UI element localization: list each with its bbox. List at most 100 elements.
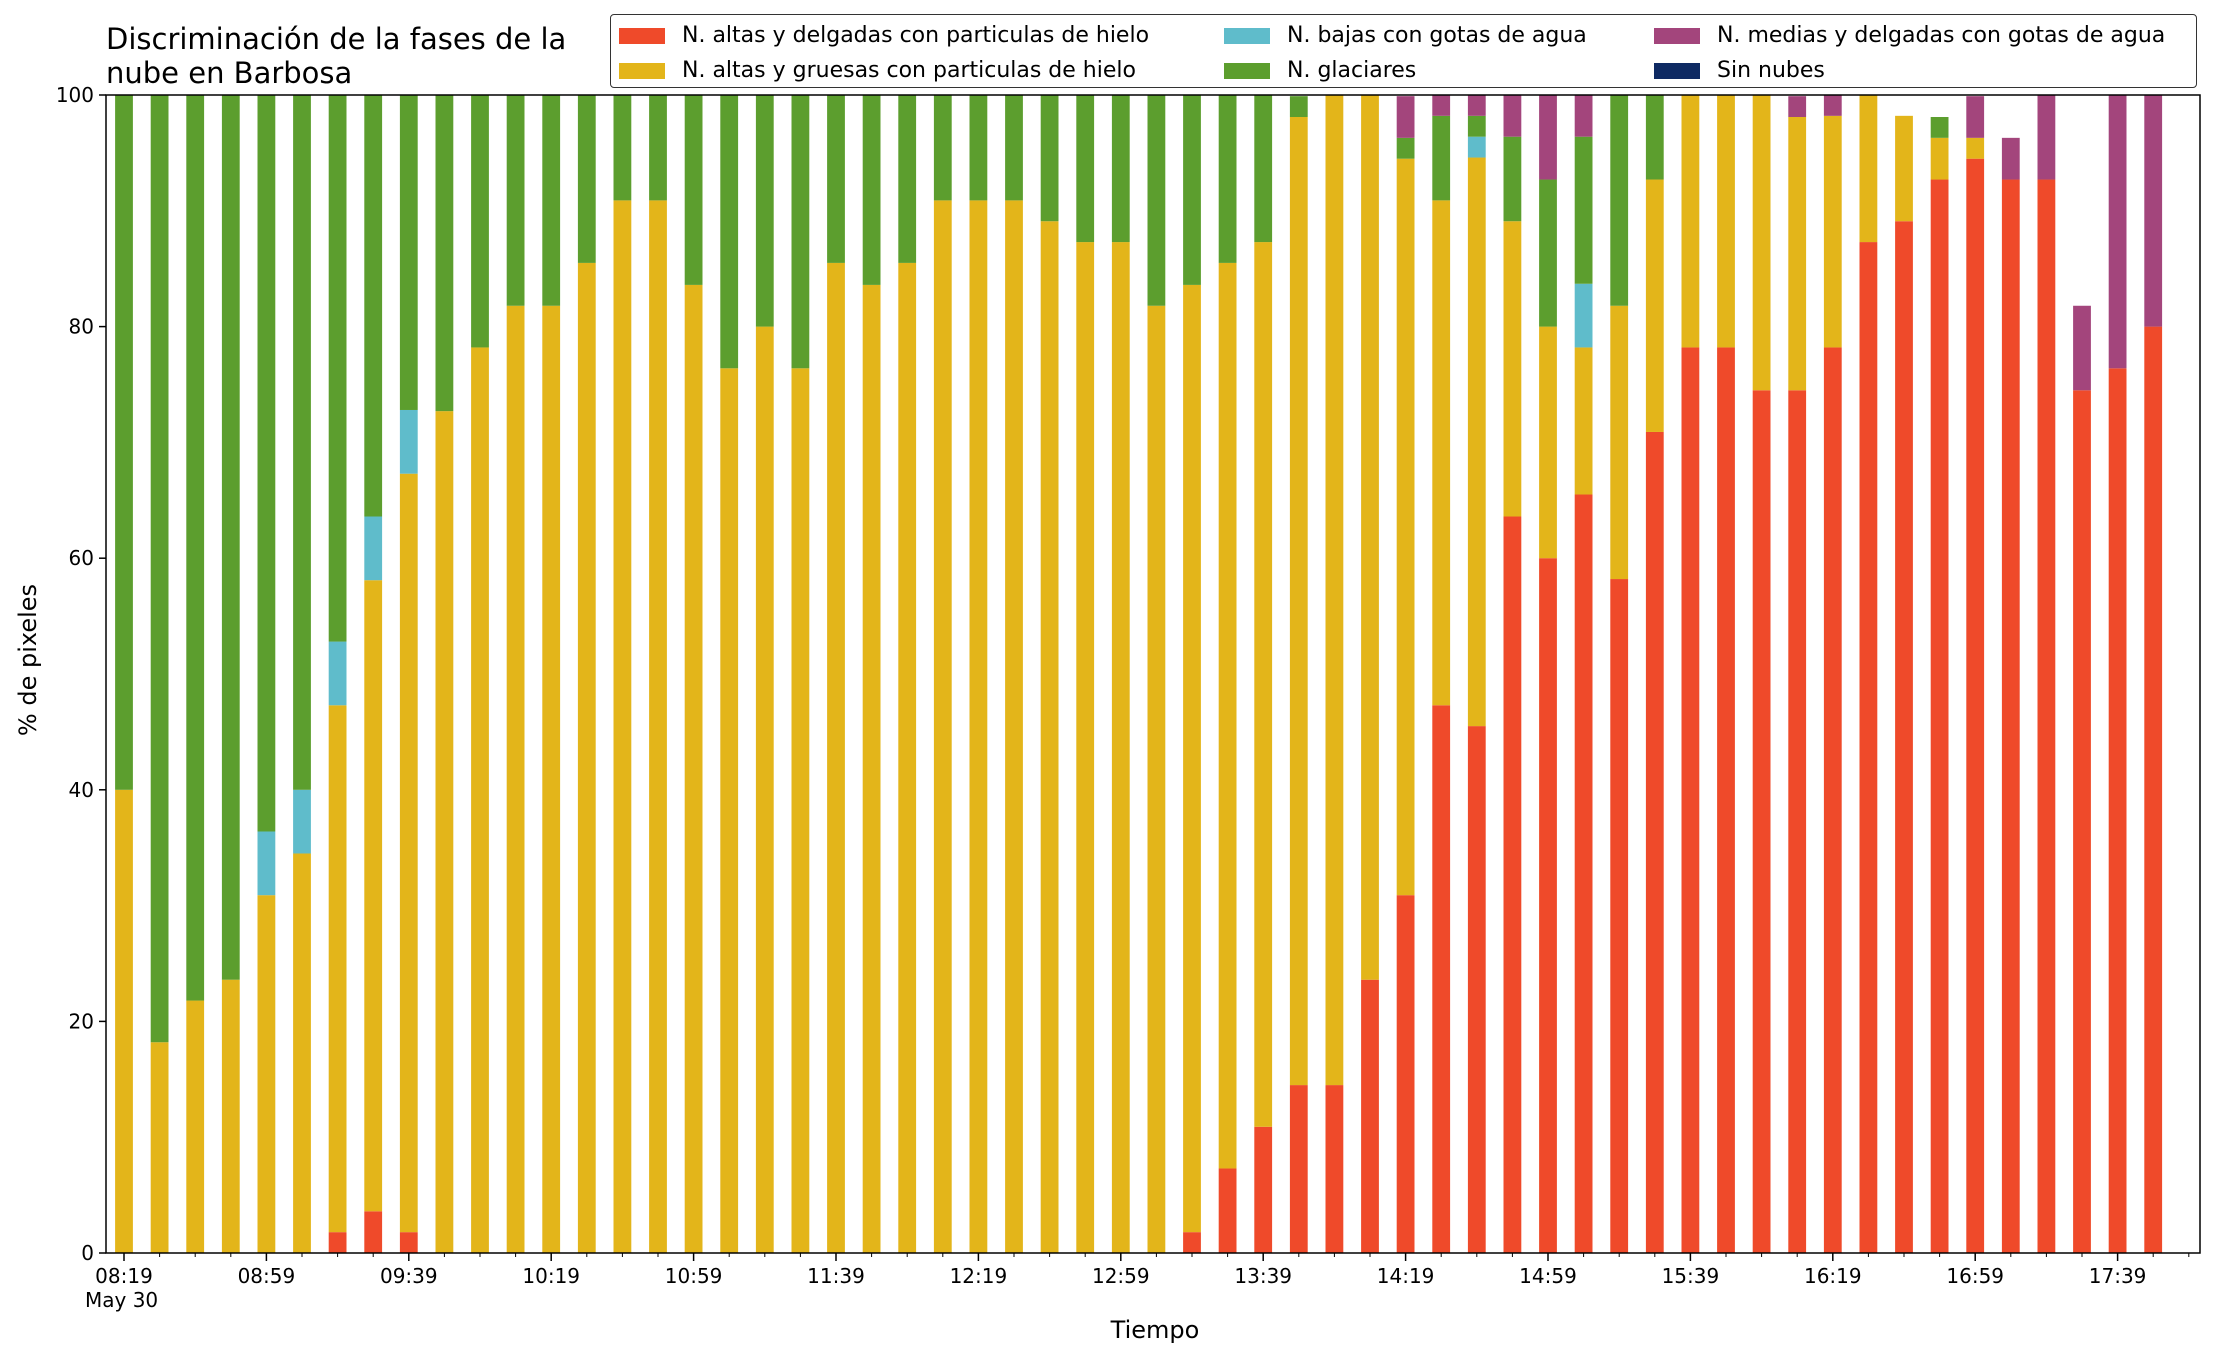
legend-item-glaciares: N. glaciares xyxy=(1224,53,1654,88)
bar-segment-12:09-s3 xyxy=(933,95,952,201)
bar-segment-15:09-s0 xyxy=(1574,494,1593,1253)
bar-segment-10:59-s1 xyxy=(684,284,703,1253)
bar-segment-14:19-s0 xyxy=(1396,895,1415,1253)
bar-segment-14:29-s1 xyxy=(1432,200,1451,706)
bar-segment-13:49-s0 xyxy=(1289,1085,1308,1253)
bar-segment-16:59-s4 xyxy=(1966,96,1985,138)
bar-segment-16:09-s1 xyxy=(1788,117,1807,391)
bar-segment-11:09-s1 xyxy=(720,368,739,1253)
x-tick-label: 10:59 xyxy=(665,1264,723,1288)
x-tick-label: 16:59 xyxy=(1946,1264,2004,1288)
bar-segment-13:19-s1 xyxy=(1183,284,1201,1233)
bar-segment-11:39-s1 xyxy=(827,262,845,1253)
bar-segment-15:59-s1 xyxy=(1752,95,1771,391)
bar-segment-10:39-s3 xyxy=(613,95,632,201)
bar-segment-13:29-s1 xyxy=(1218,262,1237,1169)
bar-segment-14:39-s2 xyxy=(1467,136,1486,158)
x-axis-date-label: May 30 xyxy=(85,1288,159,1312)
legend-item-bajas-gotas: N. bajas con gotas de agua xyxy=(1224,18,1654,53)
bar-segment-15:49-s1 xyxy=(1717,95,1735,348)
bar-segment-14:29-s0 xyxy=(1432,705,1451,1253)
bar-segment-09:29-s2 xyxy=(364,516,383,581)
bar-segment-15:09-s4 xyxy=(1574,95,1593,137)
bar-segment-17:09-s0 xyxy=(2001,179,2020,1253)
bar-segment-17:19-s0 xyxy=(2037,179,2056,1253)
bar-segment-09:09-s2 xyxy=(293,789,311,854)
bar-segment-16:39-s1 xyxy=(1895,115,1913,222)
bar-segment-15:29-s1 xyxy=(1645,179,1664,432)
bar-segment-17:39-s0 xyxy=(2108,368,2127,1253)
bar-segment-08:49-s1 xyxy=(221,979,240,1253)
bar-segment-09:39-s3 xyxy=(399,95,418,410)
y-tick-label: 20 xyxy=(69,1009,94,1033)
bar-segment-12:29-s3 xyxy=(1005,95,1023,201)
bar-segment-09:29-s1 xyxy=(364,580,383,1212)
bar-segment-13:09-s1 xyxy=(1147,305,1166,1253)
x-tick-label: 12:59 xyxy=(1092,1264,1150,1288)
bar-segment-12:39-s3 xyxy=(1040,95,1059,222)
bar-segment-11:19-s3 xyxy=(755,95,774,327)
bar-segment-09:29-s3 xyxy=(364,95,383,517)
x-tick-label: 16:19 xyxy=(1804,1264,1862,1288)
bar-segment-08:49-s3 xyxy=(221,95,240,980)
bar-segment-09:29-s0 xyxy=(364,1211,383,1253)
bar-segment-13:49-s1 xyxy=(1289,117,1308,1086)
bar-segment-13:59-s0 xyxy=(1325,1085,1344,1253)
bar-segment-15:59-s0 xyxy=(1752,390,1771,1253)
bar-segment-17:49-s4 xyxy=(2144,95,2163,327)
bar-segment-11:09-s3 xyxy=(720,95,739,369)
bar-segment-11:49-s3 xyxy=(862,95,881,285)
bar-segment-16:19-s0 xyxy=(1823,347,1842,1253)
bar-segment-08:29-s3 xyxy=(150,95,169,1043)
bar-segment-10:09-s3 xyxy=(506,95,525,306)
bar-segment-16:59-s1 xyxy=(1966,137,1985,159)
x-tick-label: 17:39 xyxy=(2089,1264,2147,1288)
bar-segment-16:09-s0 xyxy=(1788,390,1807,1253)
y-tick-label: 80 xyxy=(69,315,94,339)
bar-segment-10:19-s3 xyxy=(542,95,561,306)
bar-segment-15:29-s3 xyxy=(1645,95,1664,180)
x-tick-label: 11:39 xyxy=(807,1264,865,1288)
bar-segment-16:39-s0 xyxy=(1895,221,1913,1254)
bar-segment-09:09-s3 xyxy=(293,95,311,790)
bar-segment-14:19-s1 xyxy=(1396,158,1415,896)
bar-segment-11:59-s3 xyxy=(898,95,917,263)
legend-swatch xyxy=(1654,62,1700,79)
legend-swatch xyxy=(1224,27,1270,44)
bar-segment-15:29-s0 xyxy=(1645,431,1664,1254)
chart-title-line-2: nube en Barbosa xyxy=(106,56,353,90)
bar-segment-14:39-s0 xyxy=(1467,726,1486,1253)
bar-segment-15:19-s3 xyxy=(1610,95,1629,306)
bar-segment-08:39-s3 xyxy=(186,95,205,1001)
bar-segment-14:59-s1 xyxy=(1539,326,1557,559)
chart-title: Discriminación de la fases de la nube en… xyxy=(106,22,566,90)
bar-segment-17:29-s4 xyxy=(2073,305,2091,391)
bar-segment-10:09-s1 xyxy=(506,305,525,1253)
bar-segment-14:59-s3 xyxy=(1539,179,1557,327)
bar-segment-09:19-s3 xyxy=(328,95,347,642)
x-tick-label: 09:39 xyxy=(380,1264,438,1288)
bar-segment-09:49-s1 xyxy=(435,411,454,1253)
bar-segment-08:59-s3 xyxy=(257,95,276,832)
bar-segment-16:19-s1 xyxy=(1823,115,1842,348)
bar-segment-14:09-s1 xyxy=(1361,95,1379,980)
bar-segment-10:19-s1 xyxy=(542,305,561,1253)
bar-segment-09:39-s2 xyxy=(399,409,418,474)
bars-layer xyxy=(115,95,2163,1254)
bar-segment-14:39-s1 xyxy=(1467,157,1486,727)
bar-segment-15:39-s0 xyxy=(1681,347,1700,1253)
bar-segment-14:39-s3 xyxy=(1467,115,1486,137)
bar-segment-14:49-s1 xyxy=(1503,221,1522,517)
legend-item-sin-nubes: Sin nubes xyxy=(1654,53,2206,88)
bar-segment-10:49-s3 xyxy=(649,95,667,201)
legend-label: Sin nubes xyxy=(1717,58,1825,83)
bar-segment-14:39-s4 xyxy=(1467,95,1486,116)
bar-segment-09:09-s1 xyxy=(293,853,311,1253)
bar-segment-16:29-s0 xyxy=(1859,242,1878,1253)
bar-segment-17:09-s4 xyxy=(2001,137,2020,180)
bar-segment-16:49-s3 xyxy=(1930,117,1949,138)
bar-segment-10:59-s3 xyxy=(684,95,703,285)
x-axis-label: Tiempo xyxy=(1110,1316,1200,1344)
bar-segment-12:19-s3 xyxy=(969,95,988,201)
